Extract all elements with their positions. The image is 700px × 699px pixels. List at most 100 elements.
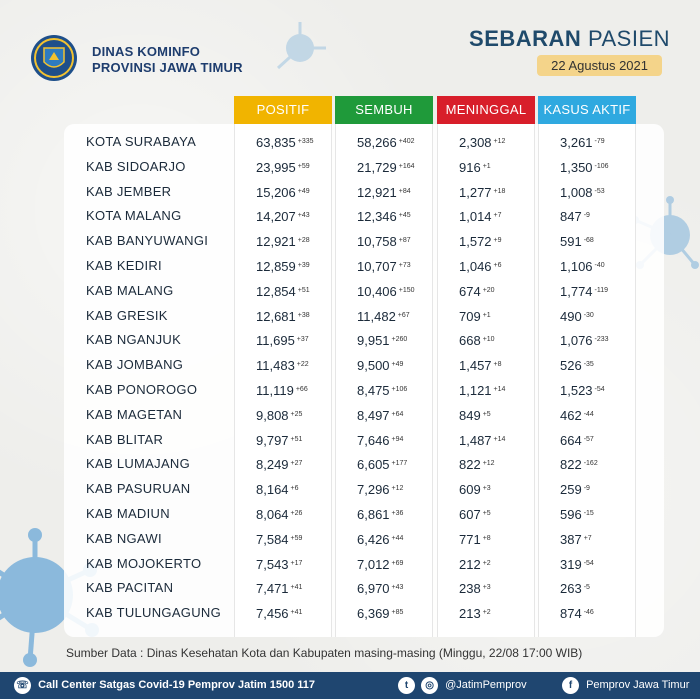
value-cell: 21,729 +164 bbox=[357, 155, 415, 180]
facebook-icon[interactable]: f bbox=[562, 676, 579, 694]
value-cell: 319 -54 bbox=[560, 552, 594, 577]
value-cell: 7,584 +59 bbox=[256, 527, 302, 552]
daily-change: +87 bbox=[398, 237, 411, 245]
daily-change: +6 bbox=[290, 485, 299, 493]
facebook-text: Pemprov Jawa Timur bbox=[586, 679, 690, 691]
total-value: 7,012 bbox=[357, 556, 390, 572]
value-cell: 609 +3 bbox=[459, 477, 491, 502]
value-cell: 7,543 +17 bbox=[256, 552, 302, 577]
daily-change: +49 bbox=[297, 187, 310, 195]
daily-change: +3 bbox=[482, 584, 491, 592]
total-value: 490 bbox=[560, 308, 582, 324]
region-name: KAB BLITAR bbox=[86, 431, 164, 447]
daily-change: -35 bbox=[583, 361, 594, 369]
total-value: 771 bbox=[459, 531, 481, 547]
value-cell: 771 +8 bbox=[459, 527, 491, 552]
region-name: KAB PONOROGO bbox=[86, 382, 198, 397]
facebook-link[interactable]: f Pemprov Jawa Timur bbox=[562, 672, 689, 699]
daily-change: +66 bbox=[295, 386, 308, 393]
table-row: KAB NGAWI 7,584 +59 6,426 +44 771 +8 387 +7 bbox=[64, 527, 664, 552]
value-cell: 6,369 +85 bbox=[357, 601, 403, 626]
daily-change: +150 bbox=[398, 286, 415, 294]
daily-change: +7 bbox=[583, 534, 592, 542]
daily-change: +69 bbox=[391, 559, 404, 567]
value-cell: 709 +1 bbox=[459, 304, 491, 329]
total-value: 668 bbox=[459, 333, 481, 349]
total-value: 9,808 bbox=[256, 407, 289, 423]
value-cell: 526 -35 bbox=[560, 353, 594, 378]
social-handle[interactable]: t ◎ @JatimPemprov bbox=[398, 672, 527, 699]
column-background bbox=[234, 124, 332, 637]
total-value: 23,995 bbox=[256, 159, 296, 175]
total-value: 7,471 bbox=[256, 581, 289, 597]
instagram-icon[interactable]: ◎ bbox=[421, 676, 439, 694]
value-cell: 1,008 -53 bbox=[560, 180, 605, 205]
total-value: 21,729 bbox=[357, 159, 397, 175]
total-value: 12,921 bbox=[357, 184, 397, 200]
total-value: 212 bbox=[459, 556, 481, 572]
value-cell: 8,164 +6 bbox=[256, 477, 299, 502]
region-name: KAB MALANG bbox=[86, 282, 174, 298]
column-header: POSITIF bbox=[234, 96, 332, 124]
table-row: KAB PACITAN 7,471 +41 6,970 +43 238 +3 263 -5 bbox=[64, 576, 664, 601]
value-cell: 1,277 +18 bbox=[459, 180, 505, 205]
org-line-2: PROVINSI JAWA TIMUR bbox=[92, 60, 243, 75]
daily-change: +20 bbox=[482, 286, 495, 294]
table-row: KAB SIDOARJO 23,995 +59 21,729 +164 916 +1 1,35… bbox=[64, 155, 664, 180]
title-rest: PASIEN bbox=[587, 26, 670, 51]
value-cell: 63,835 +335 bbox=[256, 130, 314, 155]
table-row: KAB PONOROGO 11,119 +66 8,475 +106 1,121 +14 1,… bbox=[64, 378, 664, 403]
table-row: KAB BLITAR 9,797 +51 7,646 +94 1,487 +14 664 -57 bbox=[64, 428, 664, 453]
table-row: KAB LUMAJANG 8,249 +27 6,605 +177 822 +12 822 -1… bbox=[64, 452, 664, 477]
daily-change: +49 bbox=[391, 361, 404, 369]
table-row: KAB MAGETAN 9,808 +25 8,497 +64 849 +5 462 -44 bbox=[64, 403, 664, 428]
value-cell: 58,266 +402 bbox=[357, 130, 415, 155]
value-cell: 1,046 +6 bbox=[459, 254, 502, 279]
total-value: 8,249 bbox=[256, 457, 289, 473]
value-cell: 15,206 +49 bbox=[256, 180, 310, 205]
total-value: 6,861 bbox=[357, 507, 390, 522]
daily-change: +43 bbox=[297, 212, 310, 220]
total-value: 8,497 bbox=[357, 407, 390, 423]
total-value: 1,487 bbox=[459, 432, 492, 448]
daily-change: +36 bbox=[391, 510, 404, 517]
value-cell: 3,261 -79 bbox=[560, 130, 605, 155]
twitter-icon[interactable]: t bbox=[398, 676, 415, 694]
column-header: MENINGGAL bbox=[437, 96, 535, 124]
table-row: KAB MALANG 12,854 +51 10,406 +150 674 +20 1,774… bbox=[64, 279, 664, 304]
total-value: 462 bbox=[560, 407, 582, 423]
value-cell: 6,426 +44 bbox=[357, 527, 403, 552]
daily-change: -54 bbox=[583, 559, 594, 567]
value-cell: 874 -46 bbox=[560, 601, 594, 626]
daily-change: -30 bbox=[583, 311, 594, 319]
value-cell: 14,207 +43 bbox=[256, 204, 310, 229]
value-cell: 7,012 +69 bbox=[357, 552, 403, 577]
daily-change: +43 bbox=[391, 584, 404, 592]
value-cell: 6,970 +43 bbox=[357, 576, 403, 601]
value-cell: 212 +2 bbox=[459, 552, 491, 577]
daily-change: +9 bbox=[493, 237, 502, 245]
daily-change: +25 bbox=[290, 410, 303, 418]
value-cell: 1,014 +7 bbox=[459, 204, 502, 229]
total-value: 63,835 bbox=[256, 135, 296, 150]
value-cell: 11,119 +66 bbox=[256, 378, 308, 403]
value-cell: 7,471 +41 bbox=[256, 576, 302, 601]
total-value: 874 bbox=[560, 606, 582, 622]
total-value: 8,164 bbox=[256, 482, 289, 498]
table-row: KOTA MALANG 14,207 +43 12,346 +45 1,014 +7 847-… bbox=[64, 204, 664, 229]
daily-change: +8 bbox=[493, 361, 502, 369]
total-value: 609 bbox=[459, 482, 481, 498]
value-cell: 1,350 -106 bbox=[560, 155, 609, 180]
total-value: 14,207 bbox=[256, 209, 296, 225]
region-name: KAB TULUNGAGUNG bbox=[86, 605, 222, 621]
total-value: 847 bbox=[560, 209, 582, 225]
region-name: KAB NGAWI bbox=[86, 530, 162, 546]
value-cell: 596 -15 bbox=[560, 502, 594, 527]
daily-change: +22 bbox=[296, 361, 309, 369]
region-name: KAB NGANJUK bbox=[86, 332, 182, 348]
total-value: 10,707 bbox=[357, 259, 397, 274]
value-cell: 9,808 +25 bbox=[256, 403, 302, 428]
daily-change: +38 bbox=[297, 311, 310, 319]
region-name: KAB PACITAN bbox=[86, 580, 174, 596]
column-background bbox=[538, 124, 636, 637]
